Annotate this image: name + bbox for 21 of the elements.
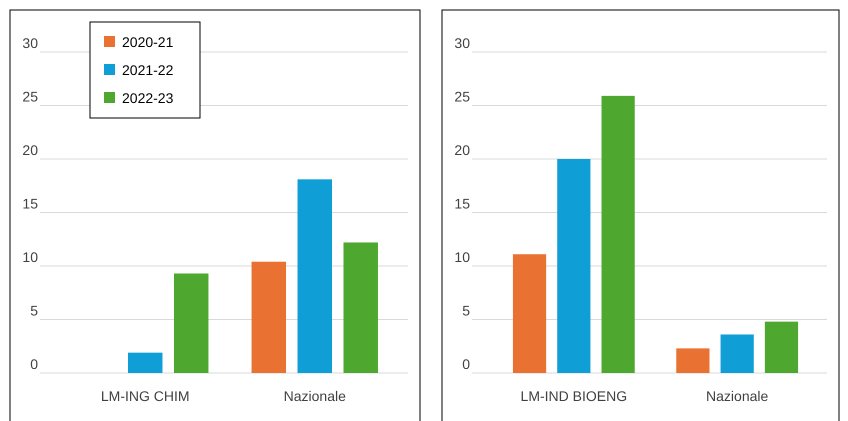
legend-label: 2021-22: [122, 62, 174, 78]
y-tick-label: 0: [30, 356, 38, 372]
y-tick-label: 10: [454, 249, 470, 265]
y-tick-label: 15: [454, 196, 470, 212]
y-tick-label: 30: [22, 35, 38, 51]
x-tick-label: Nazionale: [706, 388, 769, 404]
y-tick-label: 15: [22, 196, 38, 212]
y-tick-label: 0: [462, 356, 470, 372]
legend-label: 2022-23: [122, 90, 174, 106]
y-tick-label: 20: [454, 142, 470, 158]
y-tick-label: 25: [22, 88, 38, 104]
x-tick-label: LM-ING CHIM: [100, 388, 190, 404]
y-tick-label: 30: [454, 35, 470, 51]
legend-label: 2020-21: [122, 34, 174, 50]
x-tick-label: LM-IND BIOENG: [520, 388, 628, 404]
y-tick-label: 20: [22, 142, 38, 158]
y-tick-label: 5: [30, 302, 38, 318]
y-tick-label: 5: [462, 302, 470, 318]
x-tick-label: Nazionale: [284, 388, 346, 404]
y-tick-label: 10: [22, 249, 38, 265]
y-tick-label: 25: [454, 88, 470, 104]
